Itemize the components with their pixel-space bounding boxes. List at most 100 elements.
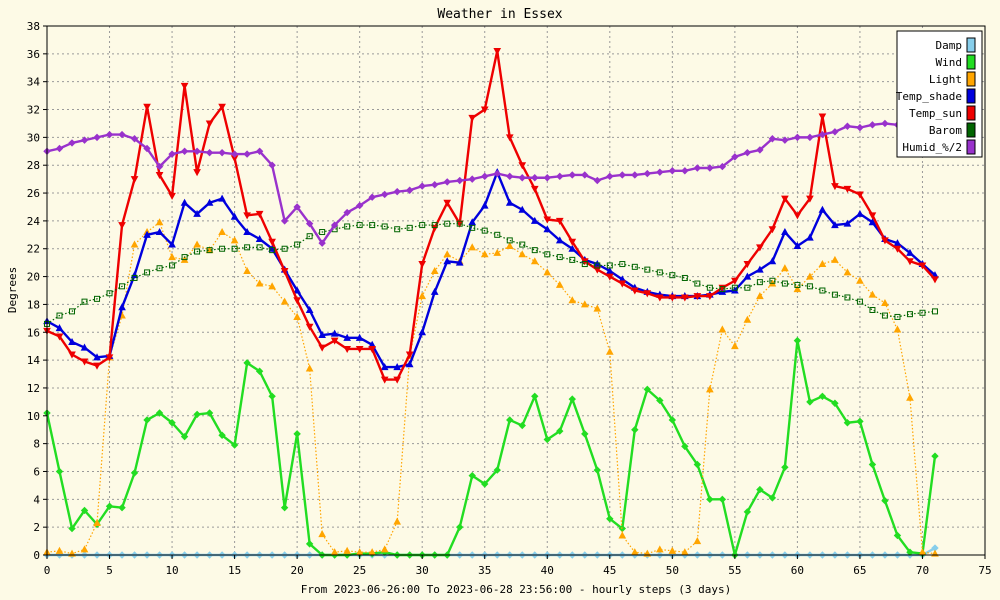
x-tick-label: 75 [978, 564, 991, 577]
data-point-light [255, 279, 264, 287]
data-point-temp-shade [155, 227, 164, 236]
data-point-wind [230, 441, 239, 449]
data-point-temp-sun [68, 351, 76, 359]
data-point-barom [356, 222, 363, 229]
data-point-temp-sun [818, 113, 827, 121]
data-point-humid-2 [343, 208, 351, 217]
data-point-barom [456, 220, 463, 227]
series-layer [43, 48, 939, 559]
data-point-humid-2 [593, 176, 602, 185]
y-tick-label: 18 [27, 298, 40, 311]
data-point-light [168, 253, 176, 261]
data-point-light [868, 290, 877, 298]
data-point-temp-shade [593, 260, 602, 268]
data-point-barom [781, 280, 788, 287]
data-point-humid-2 [218, 148, 226, 157]
data-point-temp-sun [193, 169, 201, 177]
legend-item-light: Light [929, 71, 976, 87]
data-point-temp-sun [906, 258, 914, 266]
data-point-humid-2 [881, 119, 889, 128]
y-axis-label: Degrees [6, 267, 19, 313]
data-point-humid-2 [93, 133, 101, 142]
data-point-humid-2 [793, 133, 802, 142]
data-point-light [80, 545, 89, 553]
data-point-wind [531, 392, 539, 401]
data-point-temp-shade [243, 227, 251, 236]
data-point-wind [518, 421, 526, 430]
data-point-barom [419, 222, 426, 229]
data-point-barom [194, 248, 201, 255]
data-point-humid-2 [380, 190, 389, 199]
data-point-temp-shade [856, 209, 864, 217]
data-point-wind [481, 480, 489, 488]
legend-item-temp-sun: Temp_sun [909, 105, 976, 121]
data-point-humid-2 [843, 122, 852, 130]
data-point-temp-shade [543, 225, 552, 233]
data-point-temp-shade [455, 258, 464, 266]
data-point-temp-sun [618, 280, 627, 288]
data-point-temp-sun [155, 171, 164, 179]
data-point-temp-sun [268, 238, 276, 246]
x-tick-label: 30 [416, 564, 429, 577]
data-point-barom [669, 272, 676, 279]
y-tick-label: 38 [27, 20, 40, 33]
data-point-temp-sun [480, 106, 489, 114]
data-point-wind [218, 431, 226, 439]
data-point-barom [769, 277, 776, 284]
data-point-barom [81, 298, 88, 305]
data-point-wind [656, 396, 664, 405]
series-barom [44, 220, 938, 327]
data-point-light [280, 297, 289, 305]
data-point-wind [756, 485, 764, 494]
data-point-temp-shade [505, 198, 514, 206]
x-axis-label: From 2023-06-26:00 To 2023-06-28 23:56:0… [301, 583, 731, 596]
legend-label-humid-2: Humid_%/2 [902, 141, 962, 154]
data-point-humid-2 [55, 144, 64, 153]
data-point-temp-shade [330, 329, 339, 337]
data-point-humid-2 [631, 171, 639, 179]
data-point-barom [181, 254, 188, 261]
data-point-temp-sun [293, 297, 301, 305]
data-point-humid-2 [130, 135, 139, 143]
data-point-temp-sun [80, 358, 89, 366]
data-point-barom [231, 245, 238, 252]
data-point-wind [493, 466, 501, 474]
data-point-light [193, 240, 201, 248]
data-point-temp-sun [568, 238, 577, 246]
legend-swatch-damp [966, 37, 976, 53]
y-tick-label: 28 [27, 159, 40, 172]
data-point-barom [106, 290, 113, 297]
data-point-light [706, 385, 714, 393]
x-tick-label: 60 [791, 564, 804, 577]
data-point-temp-shade [118, 303, 126, 311]
data-point-temp-sun [143, 103, 151, 111]
data-point-barom [294, 241, 301, 248]
data-point-temp-shade [218, 194, 226, 202]
data-point-temp-sun [593, 266, 602, 274]
data-point-temp-sun [881, 237, 889, 245]
data-point-humid-2 [205, 148, 214, 157]
data-point-wind [556, 427, 564, 435]
data-point-temp-sun [655, 294, 664, 302]
data-point-temp-sun [255, 210, 264, 218]
x-tick-label: 50 [666, 564, 679, 577]
data-point-wind [205, 409, 214, 417]
data-point-barom [394, 226, 401, 233]
legend-label-barom: Barom [929, 124, 962, 137]
data-point-barom [369, 222, 376, 229]
data-point-barom [206, 247, 213, 254]
data-point-barom [344, 223, 351, 230]
y-tick-label: 8 [33, 438, 40, 451]
legend-item-barom: Barom [929, 122, 976, 138]
data-point-barom [444, 220, 451, 227]
data-point-wind [105, 502, 114, 510]
data-point-temp-shade [205, 198, 214, 206]
data-point-wind [893, 531, 902, 540]
y-tick-label: 6 [33, 465, 40, 478]
data-point-barom [481, 227, 488, 234]
data-point-barom [931, 308, 938, 315]
data-point-temp-sun [806, 195, 814, 203]
data-point-temp-sun [118, 222, 126, 230]
data-point-barom [469, 224, 476, 231]
